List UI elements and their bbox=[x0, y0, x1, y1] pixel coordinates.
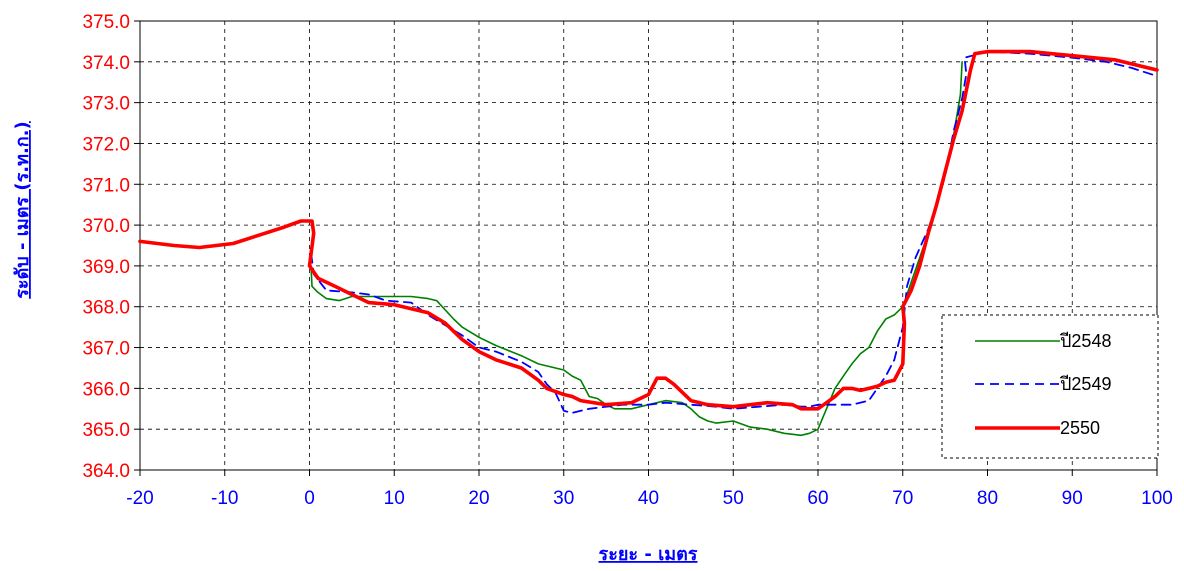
y-tick-label: 373.0 bbox=[82, 94, 130, 115]
x-tick-label: 100 bbox=[1141, 488, 1173, 509]
x-tick-label: 20 bbox=[468, 488, 489, 509]
series-layer bbox=[138, 49, 1159, 437]
x-tick-label: -10 bbox=[211, 488, 238, 509]
y-tick-label: 370.0 bbox=[82, 216, 130, 237]
y-tick-label: 374.0 bbox=[82, 53, 130, 74]
legend-label-2550: 2550 bbox=[1060, 418, 1100, 438]
x-tick-label: 60 bbox=[807, 488, 828, 509]
x-tick-label: 0 bbox=[304, 488, 315, 509]
series-line-3 bbox=[138, 49, 1159, 411]
x-tick-label: 80 bbox=[977, 488, 998, 509]
y-tick-label: 372.0 bbox=[82, 134, 130, 155]
x-tick-label: 90 bbox=[1062, 488, 1083, 509]
y-tick-label: 365.0 bbox=[82, 420, 130, 441]
y-tick-label: 368.0 bbox=[82, 298, 130, 319]
y-tick-label: 369.0 bbox=[82, 257, 130, 278]
x-tick-label: 30 bbox=[553, 488, 574, 509]
x-axis-label: ระยะ - เมตร bbox=[599, 544, 698, 565]
series-line-1 bbox=[310, 61, 963, 437]
y-tick-label: 375.0 bbox=[82, 12, 130, 33]
tick-labels: -20 -10 0 10 20 30 40 50 60 70 80 90 100 364.0 365.0 36… bbox=[82, 12, 1172, 509]
y-tick-label: 367.0 bbox=[82, 339, 130, 360]
x-tick-label: 10 bbox=[384, 488, 405, 509]
legend-label-2549: ปี2549 bbox=[1060, 374, 1112, 394]
y-tick-label: 366.0 bbox=[82, 379, 130, 400]
y-axis-label: ระดับ - เมตร (ร.ท.ก.) bbox=[12, 121, 33, 299]
x-tick-label: -20 bbox=[126, 488, 153, 509]
gridlines bbox=[134, 20, 1158, 476]
y-tick-label: 364.0 bbox=[82, 461, 130, 482]
y-tick-label: 371.0 bbox=[82, 175, 130, 196]
legend-label-2548: ปี2548 bbox=[1060, 331, 1112, 351]
legend: ปี2548 ปี2549 2550 bbox=[941, 314, 1159, 459]
legend-box bbox=[941, 314, 1159, 459]
x-tick-label: 40 bbox=[638, 488, 659, 509]
x-tick-label: 50 bbox=[723, 488, 744, 509]
x-tick-label: 70 bbox=[892, 488, 913, 509]
